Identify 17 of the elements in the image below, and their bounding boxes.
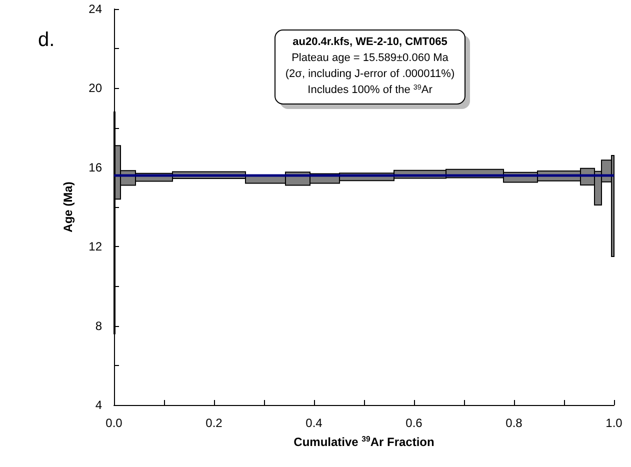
annotation: (2σ, including J-error of .000011%) — [285, 68, 455, 80]
y-tick-label: 16 — [88, 160, 102, 174]
x-tick-label: 0.6 — [406, 416, 423, 430]
y-axis-title: Age (Ma) — [61, 182, 75, 232]
y-tick-label: 20 — [88, 81, 102, 96]
x-tick-label: 0.4 — [306, 416, 323, 430]
annotation: Plateau age = 15.589±0.060 Ma — [292, 52, 450, 64]
text: d. — [38, 29, 55, 51]
y-tick-label: 4 — [95, 398, 102, 412]
x-tick-label: 0.8 — [506, 416, 523, 430]
y-tick-label: 12 — [88, 240, 102, 254]
x-tick-label: 0.2 — [206, 416, 223, 430]
x-tick-label: 1.0 — [606, 416, 623, 430]
y-tick-label: 24 — [88, 2, 102, 16]
y-tick-label: 8 — [95, 318, 102, 333]
annotation: au20.4r.kfs, WE-2-10, CMT065 — [292, 36, 448, 48]
x-tick-label: 0.0 — [106, 416, 123, 430]
